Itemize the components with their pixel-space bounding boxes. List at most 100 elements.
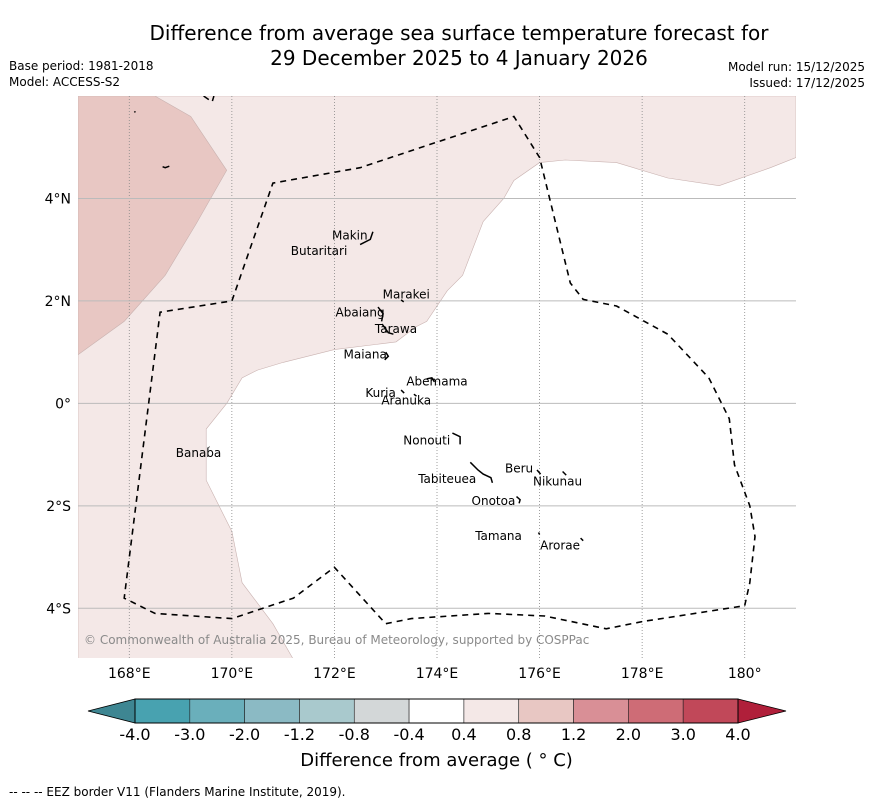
- island-outline: [562, 470, 567, 476]
- island-outline: [413, 393, 417, 397]
- lat-tick-label: 2°N: [45, 294, 71, 310]
- place-label: Onotoa: [472, 494, 516, 508]
- island-outline: [359, 231, 374, 246]
- island-outline: [384, 351, 390, 361]
- island-outline: [162, 165, 170, 169]
- island-outline: [400, 389, 405, 394]
- colorbar-tick-label: -2.0: [229, 725, 260, 744]
- title-line-2: 29 December 2025 to 4 January 2026: [270, 46, 648, 70]
- island-outline: [400, 299, 405, 303]
- place-label: Tarawa: [374, 322, 417, 336]
- lon-tick-label: 180°: [728, 666, 762, 682]
- colorbar-bin: [134, 698, 191, 724]
- eez-border: [123, 115, 756, 630]
- eez-footnote: -- -- -- EEZ border V11 (Flanders Marine…: [9, 785, 346, 799]
- colorbar-tick-label: -3.0: [174, 725, 205, 744]
- colorbar-tick-label: 3.0: [670, 725, 695, 744]
- longitude-axis: 168°E 170°E 172°E 174°E 176°E 178°E 180°: [108, 666, 762, 682]
- region-anomaly-0.8-1.2: [78, 96, 228, 356]
- place-label: Arorae: [540, 538, 580, 552]
- colorbar-tick-label: -0.8: [339, 725, 370, 744]
- colorbar-bin: [518, 698, 574, 724]
- colorbar-tick-label: 4.0: [725, 725, 750, 744]
- colorbar-bin: [573, 698, 629, 724]
- island-outline: [426, 376, 436, 383]
- colorbar-tick-label: -1.2: [284, 725, 315, 744]
- colorbar-tick-label: -0.4: [393, 725, 424, 744]
- lon-tick-label: 168°E: [108, 666, 151, 682]
- place-label: Tamana: [474, 529, 522, 543]
- eez-border-layer: [123, 115, 756, 630]
- colorbar-extend-high: [737, 698, 787, 724]
- meta-right: Model run: 15/12/2025 Issued: 17/12/2025: [728, 59, 865, 91]
- model-name: Model: ACCESS-S2: [9, 75, 121, 89]
- island-outline: [452, 432, 461, 445]
- lon-tick-label: 174°E: [416, 666, 459, 682]
- island-outline: [203, 96, 210, 101]
- model-run: Model run: 15/12/2025: [727, 60, 865, 74]
- place-label: Maiana: [344, 347, 387, 361]
- title-line-1: Difference from average sea surface temp…: [149, 21, 769, 45]
- region-anomaly-0.4-0.8: [78, 96, 796, 658]
- gridlines: [78, 96, 796, 658]
- place-label: Aranuka: [381, 393, 431, 407]
- meta-left: Base period: 1981-2018 Model: ACCESS-S2: [9, 58, 154, 90]
- colorbar-bin: [189, 698, 245, 724]
- island-outline: [580, 537, 584, 542]
- colorbar-bin: [408, 698, 465, 724]
- colorbar-bin: [299, 698, 355, 724]
- island-outline: [537, 532, 541, 535]
- colorbar-bin: [628, 698, 684, 724]
- issued-date: Issued: 17/12/2025: [749, 76, 865, 90]
- lon-tick-label: 170°E: [211, 666, 254, 682]
- place-label: Abemama: [406, 374, 467, 388]
- base-period: Base period: 1981-2018: [9, 59, 154, 73]
- island-outline: [536, 469, 542, 475]
- lon-tick-label: 176°E: [518, 666, 561, 682]
- lat-tick-label: 4°N: [45, 191, 71, 207]
- colorbar-bin: [463, 698, 520, 724]
- latitude-axis: 4°N 2°N 0° 2°S 4°S: [45, 191, 72, 617]
- place-labels: Makin Butaritari Marakei Abaiang Tarawa Maian…: [176, 228, 582, 552]
- colorbar-tick-label: 1.2: [561, 725, 586, 744]
- island-outline: [133, 110, 136, 113]
- lat-tick-label: 2°S: [46, 499, 71, 515]
- map-area: Makin Butaritari Marakei Abaiang Tarawa Maian…: [78, 96, 796, 658]
- colorbar-extend-low: [87, 698, 136, 724]
- anomaly-regions: [78, 96, 796, 658]
- island-outline: [208, 446, 210, 448]
- lat-tick-label: 0°: [55, 396, 71, 412]
- colorbar-tick-label: 0.8: [506, 725, 531, 744]
- colorbar-tick-label: -4.0: [119, 725, 150, 744]
- lon-tick-label: 178°E: [621, 666, 664, 682]
- copyright-text: © Commonwealth of Australia 2025, Bureau…: [84, 633, 589, 647]
- lon-tick-label: 172°E: [313, 666, 356, 682]
- islands: [133, 96, 584, 542]
- island-outline: [469, 461, 494, 484]
- island-outline: [381, 323, 394, 335]
- place-label: Nikunau: [533, 474, 582, 488]
- colorbar-bin: [682, 698, 739, 724]
- colorbar-tick-label: 2.0: [616, 725, 641, 744]
- colorbar-title: Difference from average ( ° C): [300, 750, 573, 771]
- island-outline: [377, 306, 384, 322]
- place-label: Tabiteuea: [417, 472, 476, 486]
- island-outline: [211, 96, 215, 102]
- place-label: Nonouti: [403, 433, 450, 447]
- place-label: Banaba: [176, 446, 222, 460]
- place-label: Kuria: [365, 386, 396, 400]
- colorbar: -4.0 -3.0 -2.0 -1.2 -0.8 -0.4 0.4 0.8 1.2 2.0 3.0 4…: [87, 698, 787, 744]
- place-label: Beru: [505, 462, 533, 476]
- colorbar-frame: [134, 698, 739, 724]
- place-label: Makin: [332, 228, 368, 242]
- colorbar-bin: [244, 698, 300, 724]
- colorbar-bin: [353, 698, 410, 724]
- colorbar-tick-label: 0.4: [451, 725, 476, 744]
- chart-title: Difference from average sea surface temp…: [0, 21, 873, 71]
- island-outline: [516, 496, 521, 504]
- place-label: Marakei: [383, 287, 430, 301]
- lat-tick-label: 4°S: [46, 601, 71, 617]
- place-label: Abaiang: [336, 305, 385, 319]
- place-label: Butaritari: [291, 244, 348, 258]
